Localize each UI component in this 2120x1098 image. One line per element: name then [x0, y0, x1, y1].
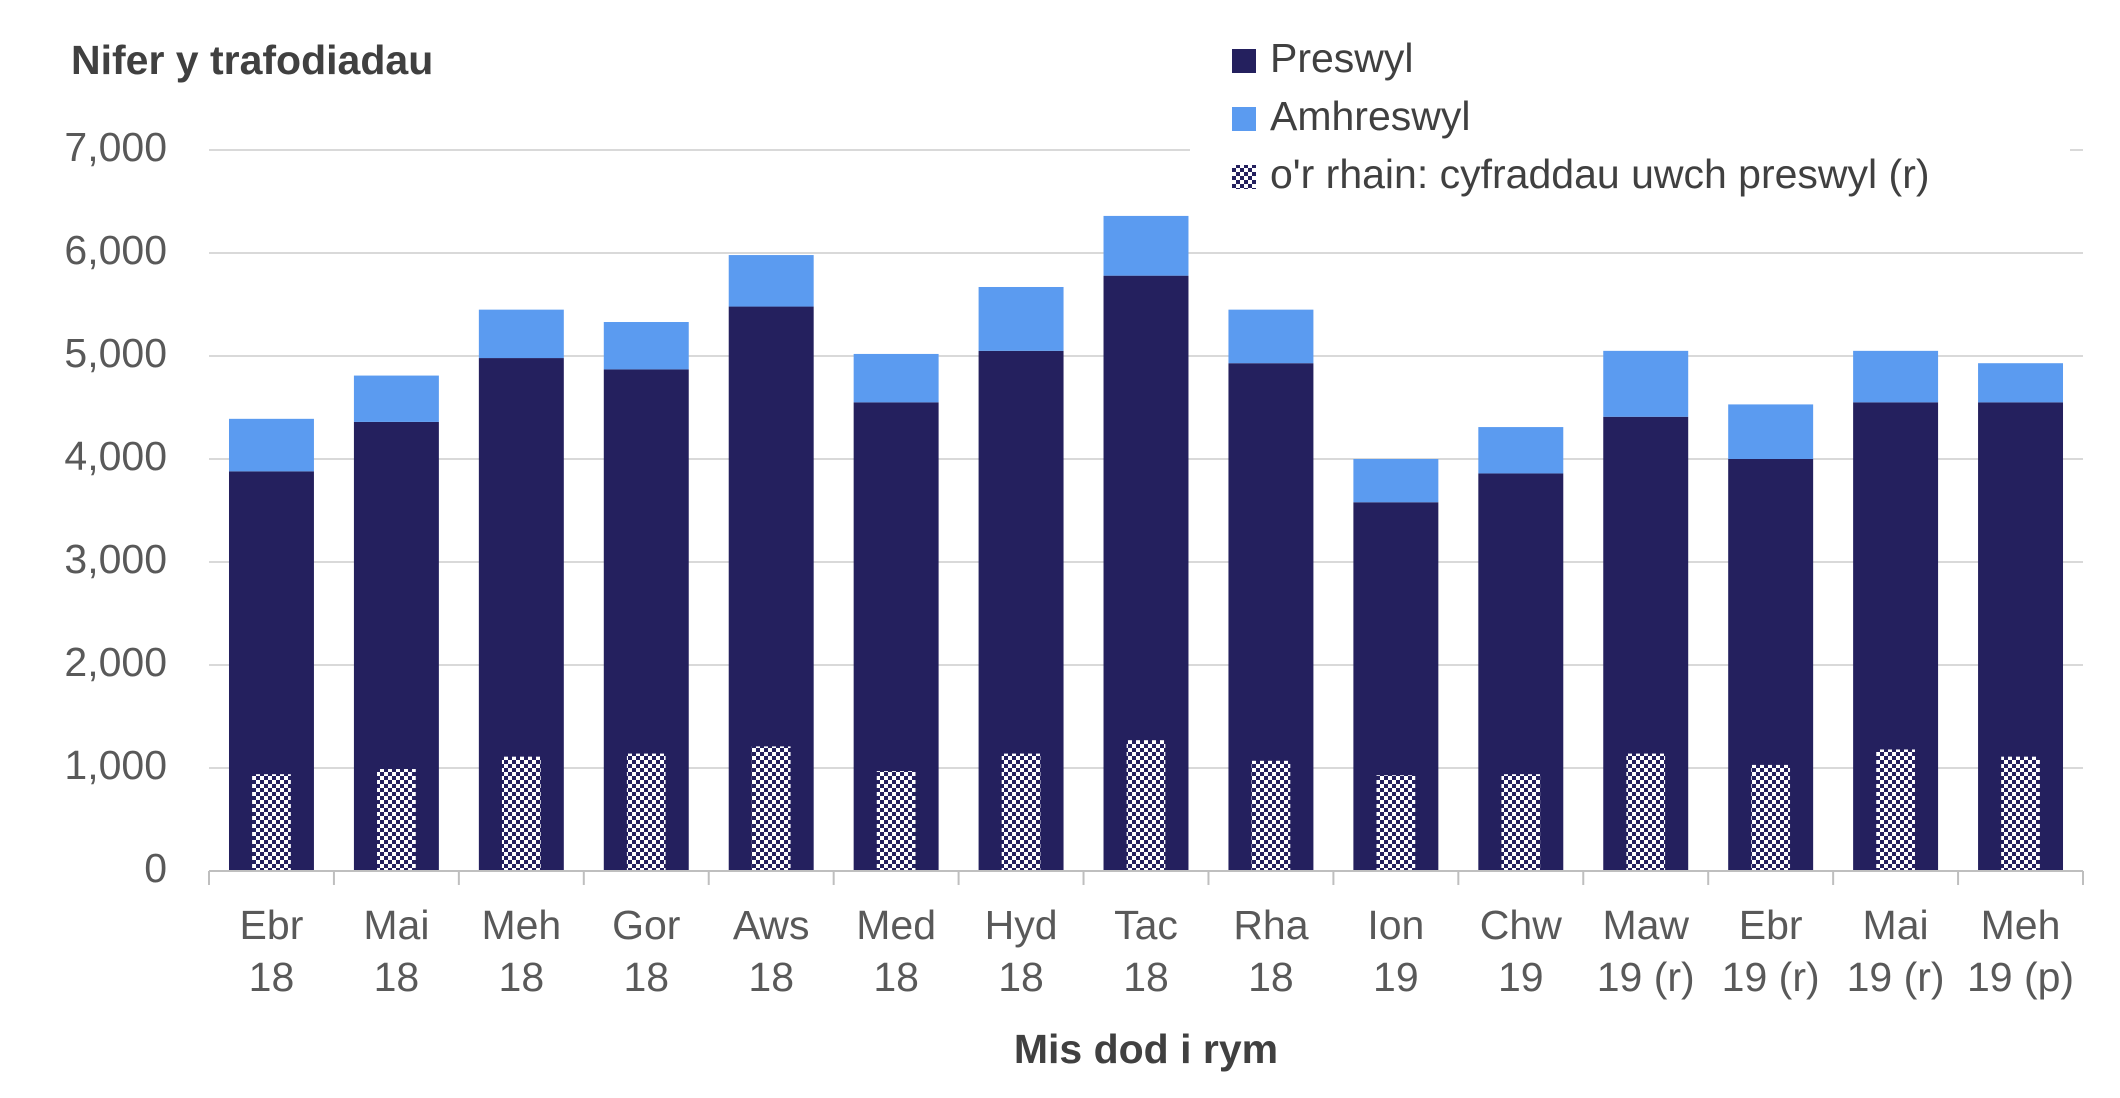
y-tick-label: 5,000 [64, 330, 167, 376]
x-tick-label: Ebr [240, 902, 304, 948]
bar-overlay [1126, 740, 1166, 871]
legend-label: Amhreswyl [1270, 93, 1470, 139]
x-tick-label: Aws [733, 902, 810, 948]
x-tick-label: Ebr [1739, 902, 1803, 948]
bar-overlay [501, 756, 541, 871]
x-tick-label: 18 [1248, 954, 1294, 1000]
legend-label: Preswyl [1270, 35, 1414, 81]
bar-segment [1853, 350, 1939, 403]
x-axis-title: Mis dod i rym [1014, 1026, 1278, 1072]
bar-segment [1228, 309, 1314, 364]
bar-segment [478, 309, 564, 359]
x-tick-label: 19 [1498, 954, 1544, 1000]
x-tick-label: 19 (r) [1847, 954, 1945, 1000]
bar-overlay [626, 753, 666, 871]
x-tick-label: 18 [748, 954, 794, 1000]
x-tick-label: Meh [1981, 902, 2061, 948]
x-tick-label: Ion [1367, 902, 1424, 948]
y-axis-title: Nifer y trafodiadau [71, 37, 433, 83]
x-tick-label: Maw [1602, 902, 1689, 948]
bar-segment [978, 286, 1064, 351]
x-tick-label: Chw [1480, 902, 1562, 948]
x-tick-label: 19 (r) [1597, 954, 1695, 1000]
bar-overlay [252, 774, 291, 871]
bar-segment [228, 418, 314, 472]
bar-overlay [1376, 775, 1416, 871]
x-tick-label: 19 (r) [1722, 954, 1820, 1000]
legend-swatch [1232, 107, 1256, 131]
x-tick-label: 18 [998, 954, 1044, 1000]
bar-segment [1353, 459, 1439, 503]
x-tick-label: Meh [481, 902, 561, 948]
y-tick-label: 4,000 [64, 433, 167, 479]
bar-overlay [1626, 753, 1666, 871]
legend-background [1190, 30, 2070, 210]
x-tick-label: Tac [1114, 902, 1178, 948]
bar-segment [1728, 404, 1814, 459]
bar-overlay [377, 769, 416, 871]
bar-overlay [751, 746, 791, 871]
y-tick-label: 3,000 [64, 536, 167, 582]
x-tick-label: 18 [623, 954, 669, 1000]
x-tick-label: Hyd [985, 902, 1058, 948]
x-tick-label: 19 [1373, 954, 1419, 1000]
x-tick-label: 18 [374, 954, 420, 1000]
bar-segment [1978, 363, 2064, 403]
x-tick-label: Med [856, 902, 936, 948]
x-tick-label: Mai [363, 902, 429, 948]
bar-overlay [1751, 764, 1791, 871]
bar-segment [853, 353, 939, 403]
x-tick-label: 18 [499, 954, 545, 1000]
x-tick-label: 18 [249, 954, 295, 1000]
x-tick-label: Mai [1863, 902, 1929, 948]
y-tick-label: 0 [144, 845, 167, 891]
legend-swatch [1232, 49, 1256, 73]
legend-label: o'r rhain: cyfraddau uwch preswyl (r) [1270, 151, 1930, 197]
y-tick-label: 7,000 [64, 124, 167, 170]
bar-segment [603, 322, 689, 370]
y-tick-label: 1,000 [64, 742, 167, 788]
x-tick-label: 19 (p) [1967, 954, 2074, 1000]
bar-segment [728, 255, 814, 307]
y-tick-label: 2,000 [64, 639, 167, 685]
x-tick-label: Rha [1233, 902, 1308, 948]
bar-overlay [2001, 756, 2040, 871]
bar-overlay [1001, 753, 1041, 871]
x-tick-label: 18 [873, 954, 919, 1000]
bar-overlay [1876, 749, 1915, 871]
bar-overlay [876, 771, 916, 871]
legend-swatch [1232, 165, 1256, 189]
bar-overlay [1501, 774, 1541, 871]
bar-segment [1478, 427, 1564, 474]
bar-segment [1103, 215, 1189, 276]
bar-overlay [1251, 760, 1291, 871]
y-tick-label: 6,000 [64, 227, 167, 273]
bar-segment [1603, 350, 1689, 417]
x-tick-label: 18 [1123, 954, 1169, 1000]
bar-segment [353, 375, 439, 422]
x-tick-label: Gor [612, 902, 680, 948]
